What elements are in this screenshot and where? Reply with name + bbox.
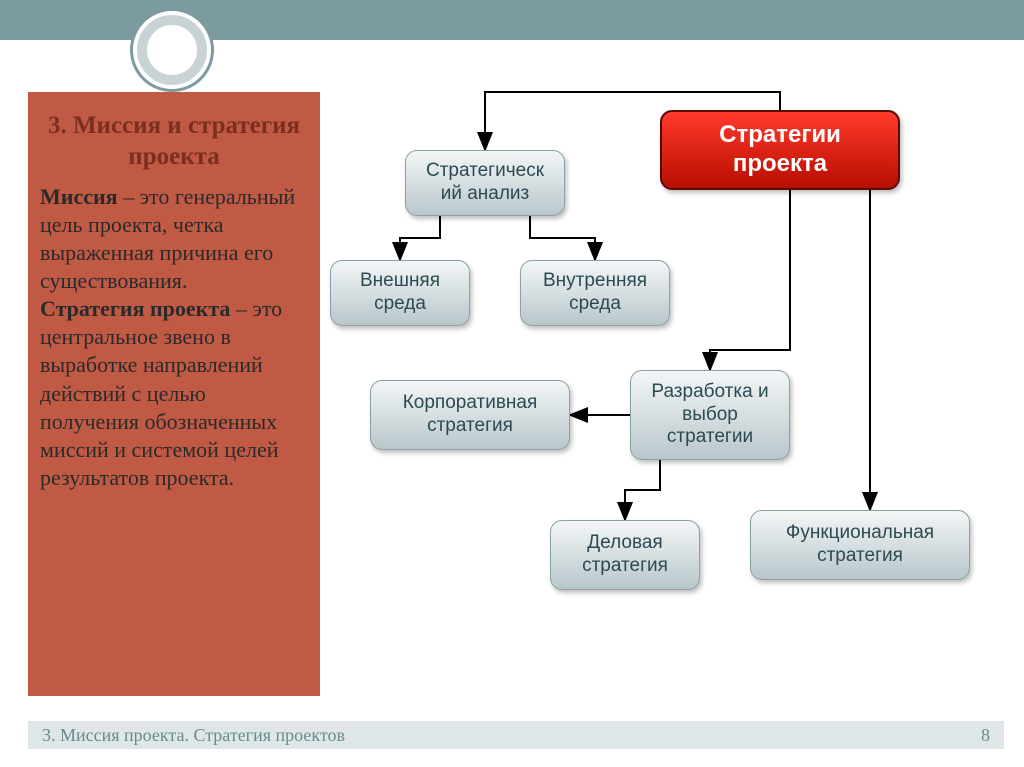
node-corporate: Корпоративная стратегия <box>370 380 570 450</box>
ring-decoration-icon <box>130 8 214 92</box>
node-business: Деловая стратегия <box>550 520 700 590</box>
edge-strategies-develop <box>710 190 790 370</box>
edge-analysis-internal <box>530 216 595 260</box>
page-number: 8 <box>981 725 990 746</box>
sidebar-title: 3. Миссия и стратегия проекта <box>40 110 308 173</box>
footer-text: 3. Миссия проекта. Стратегия проектов <box>42 725 345 746</box>
node-develop: Разработка и выбор стратегии <box>630 370 790 460</box>
footer-bar: 3. Миссия проекта. Стратегия проектов 8 <box>28 721 1004 749</box>
edge-analysis-external <box>400 216 440 260</box>
edge-develop-business <box>625 460 660 520</box>
node-internal: Внутренняя среда <box>520 260 670 326</box>
sidebar-panel: 3. Миссия и стратегия проекта Миссия – э… <box>28 92 320 696</box>
node-functional: Функциональная стратегия <box>750 510 970 580</box>
diagram-canvas: Стратегии проекта Стратегическ ий анализ В… <box>330 80 1004 707</box>
node-strategies: Стратегии проекта <box>660 110 900 190</box>
node-external: Внешняя среда <box>330 260 470 326</box>
sidebar-body: Миссия – это генеральный цель проекта, ч… <box>40 183 308 493</box>
node-analysis: Стратегическ ий анализ <box>405 150 565 216</box>
